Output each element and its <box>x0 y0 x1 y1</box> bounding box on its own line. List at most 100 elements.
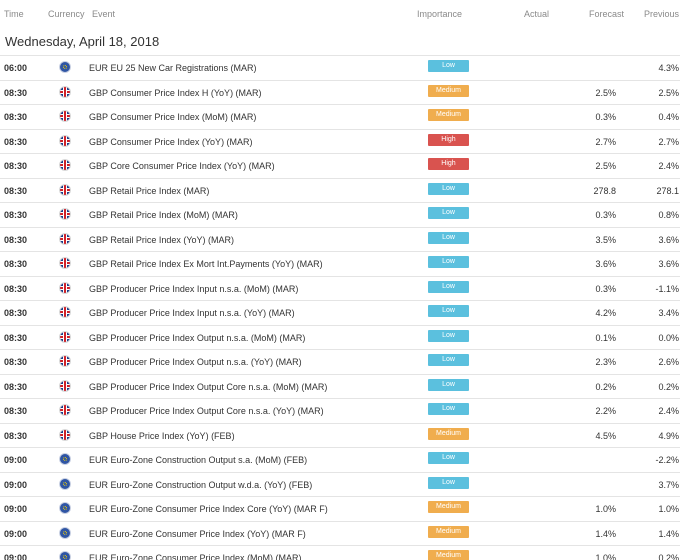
table-row[interactable]: 08:30 GBP Core Consumer Price Index (YoY)… <box>0 153 680 178</box>
event-name[interactable]: GBP Retail Price Index (MAR) <box>89 185 210 196</box>
importance-badge: Low <box>428 60 469 72</box>
event-name[interactable]: GBP House Price Index (YoY) (FEB) <box>89 430 235 441</box>
gb-flag-icon <box>59 281 71 294</box>
forecast-value: 1.4% <box>595 528 616 539</box>
date-heading: Wednesday, April 18, 2018 <box>5 34 160 49</box>
event-name[interactable]: EUR Euro-Zone Construction Output s.a. (… <box>89 455 308 465</box>
event-name[interactable]: EUR Euro-Zone Consumer Price Index (MoM)… <box>89 553 302 560</box>
importance-badge: Medium <box>428 109 469 121</box>
header-currency[interactable]: Currency <box>48 9 85 19</box>
table-header: Time Currency Event Importance Actual Fo… <box>0 0 680 26</box>
event-time: 08:30 <box>4 259 28 269</box>
previous-value: 2.5% <box>658 87 679 98</box>
previous-value: 0.8% <box>658 210 679 220</box>
table-row[interactable]: 08:30 GBP Retail Price Index Ex Mort Int.… <box>0 251 680 276</box>
eu-flag-icon <box>59 551 71 560</box>
event-name[interactable]: GBP Producer Price Index Output Core n.s… <box>89 381 328 392</box>
forecast-value: 0.1% <box>595 332 616 343</box>
event-name[interactable]: EUR Euro-Zone Construction Output w.d.a.… <box>89 479 313 490</box>
event-time: 08:30 <box>4 381 28 392</box>
event-name[interactable]: GBP Consumer Price Index (YoY) (MAR) <box>89 136 253 147</box>
event-name[interactable]: GBP Consumer Price Index (MoM) (MAR) <box>89 112 257 122</box>
header-event[interactable]: Event <box>92 9 116 19</box>
previous-value: 0.2% <box>658 553 679 560</box>
table-row[interactable]: 08:30 GBP House Price Index (YoY) (FEB) Me… <box>0 422 680 448</box>
event-name[interactable]: GBP Producer Price Index Output n.s.a. (… <box>89 357 302 367</box>
table-row[interactable]: 08:30 GBP Producer Price Index Input n.s.… <box>0 300 680 325</box>
previous-value: 2.4% <box>658 161 679 171</box>
importance-badge: Medium <box>428 501 469 513</box>
event-time: 09:00 <box>4 504 28 514</box>
event-time: 09:00 <box>4 455 28 465</box>
table-row[interactable]: 08:30 GBP Retail Price Index (YoY) (MAR) L… <box>0 226 680 252</box>
forecast-value: 3.6% <box>595 259 616 269</box>
event-name[interactable]: GBP Producer Price Index Output n.s.a. (… <box>89 332 306 343</box>
table-row[interactable]: 08:30 GBP Consumer Price Index (MoM) (MAR… <box>0 104 680 129</box>
table-row[interactable]: 09:00 EUR Euro-Zone Consumer Price Index … <box>0 545 680 560</box>
event-name[interactable]: GBP Retail Price Index (MoM) (MAR) <box>89 210 238 220</box>
gb-flag-icon <box>59 110 71 122</box>
eu-flag-icon <box>59 453 71 465</box>
importance-badge: Low <box>428 354 469 366</box>
header-importance[interactable]: Importance <box>417 9 463 19</box>
importance-badge: Medium <box>428 550 469 560</box>
header-forecast[interactable]: Forecast <box>589 9 625 19</box>
event-name[interactable]: GBP Producer Price Index Input n.s.a. (M… <box>89 283 299 294</box>
table-row[interactable]: 09:00 EUR Euro-Zone Construction Output w… <box>0 471 680 497</box>
forecast-value: 1.0% <box>595 504 616 514</box>
header-previous[interactable]: Previous <box>644 9 680 19</box>
event-time: 08:30 <box>4 112 28 122</box>
table-row[interactable]: 08:30 GBP Consumer Price Index (YoY) (MAR… <box>0 128 680 154</box>
table-row[interactable]: 08:30 GBP Producer Price Index Output Cor… <box>0 373 680 399</box>
gb-flag-icon <box>59 183 71 196</box>
event-list: 06:00 EUR EU 25 New Car Registrations (MA… <box>0 55 680 560</box>
header-time[interactable]: Time <box>4 9 24 19</box>
forecast-value: 2.2% <box>595 406 616 416</box>
forecast-value: 2.3% <box>595 357 616 367</box>
importance-badge: Low <box>428 182 469 195</box>
event-name[interactable]: EUR EU 25 New Car Registrations (MAR) <box>89 63 257 73</box>
table-row[interactable]: 09:00 EUR Euro-Zone Construction Output s… <box>0 447 680 472</box>
event-time: 09:00 <box>4 479 28 490</box>
table-row[interactable]: 08:30 GBP Producer Price Index Input n.s.… <box>0 275 680 301</box>
previous-value: 4.3% <box>658 63 679 73</box>
table-row[interactable]: 08:30 GBP Producer Price Index Output n.s… <box>0 324 680 350</box>
event-name[interactable]: GBP Producer Price Index Input n.s.a. (Y… <box>89 308 295 318</box>
gb-flag-icon <box>59 330 71 343</box>
table-row[interactable]: 09:00 EUR Euro-Zone Consumer Price Index … <box>0 520 680 546</box>
table-row[interactable]: 08:30 GBP Retail Price Index (MoM) (MAR) L… <box>0 202 680 227</box>
forecast-value: 1.0% <box>595 553 616 560</box>
header-actual[interactable]: Actual <box>524 9 550 19</box>
table-row[interactable]: 08:30 GBP Producer Price Index Output n.s… <box>0 349 680 374</box>
table-row[interactable]: 09:00 EUR Euro-Zone Consumer Price Index … <box>0 496 680 521</box>
event-time: 08:30 <box>4 332 28 343</box>
table-row[interactable]: 08:30 GBP Consumer Price Index H (YoY) (M… <box>0 79 680 105</box>
event-name[interactable]: GBP Retail Price Index (YoY) (MAR) <box>89 234 235 245</box>
importance-badge: Low <box>428 207 469 219</box>
table-row[interactable]: 06:00 EUR EU 25 New Car Registrations (MA… <box>0 55 680 80</box>
gb-flag-icon <box>59 232 71 245</box>
table-row[interactable]: 08:30 GBP Retail Price Index (MAR) Low 278.… <box>0 177 680 203</box>
event-name[interactable]: GBP Retail Price Index Ex Mort Int.Payme… <box>89 259 323 269</box>
table-row[interactable]: 08:30 GBP Producer Price Index Output Cor… <box>0 398 680 423</box>
previous-value: 278.1 <box>656 185 679 196</box>
event-time: 08:30 <box>4 87 28 98</box>
importance-badge: High <box>428 133 469 146</box>
event-name[interactable]: GBP Core Consumer Price Index (YoY) (MAR… <box>89 161 275 171</box>
event-name[interactable]: EUR Euro-Zone Consumer Price Index Core … <box>89 504 328 514</box>
event-name[interactable]: EUR Euro-Zone Consumer Price Index (YoY)… <box>89 528 306 539</box>
event-time: 08:30 <box>4 234 28 245</box>
forecast-value: 0.3% <box>595 112 616 122</box>
gb-flag-icon <box>59 257 71 269</box>
event-name[interactable]: GBP Producer Price Index Output Core n.s… <box>89 406 324 416</box>
gb-flag-icon <box>59 379 71 392</box>
previous-value: 3.6% <box>658 234 679 245</box>
event-time: 08:30 <box>4 357 28 367</box>
event-time: 08:30 <box>4 136 28 147</box>
event-name[interactable]: GBP Consumer Price Index H (YoY) (MAR) <box>89 87 262 98</box>
importance-badge: Low <box>428 256 469 268</box>
gb-flag-icon <box>59 306 71 318</box>
forecast-value: 2.5% <box>595 87 616 98</box>
previous-value: -2.2% <box>655 455 679 465</box>
